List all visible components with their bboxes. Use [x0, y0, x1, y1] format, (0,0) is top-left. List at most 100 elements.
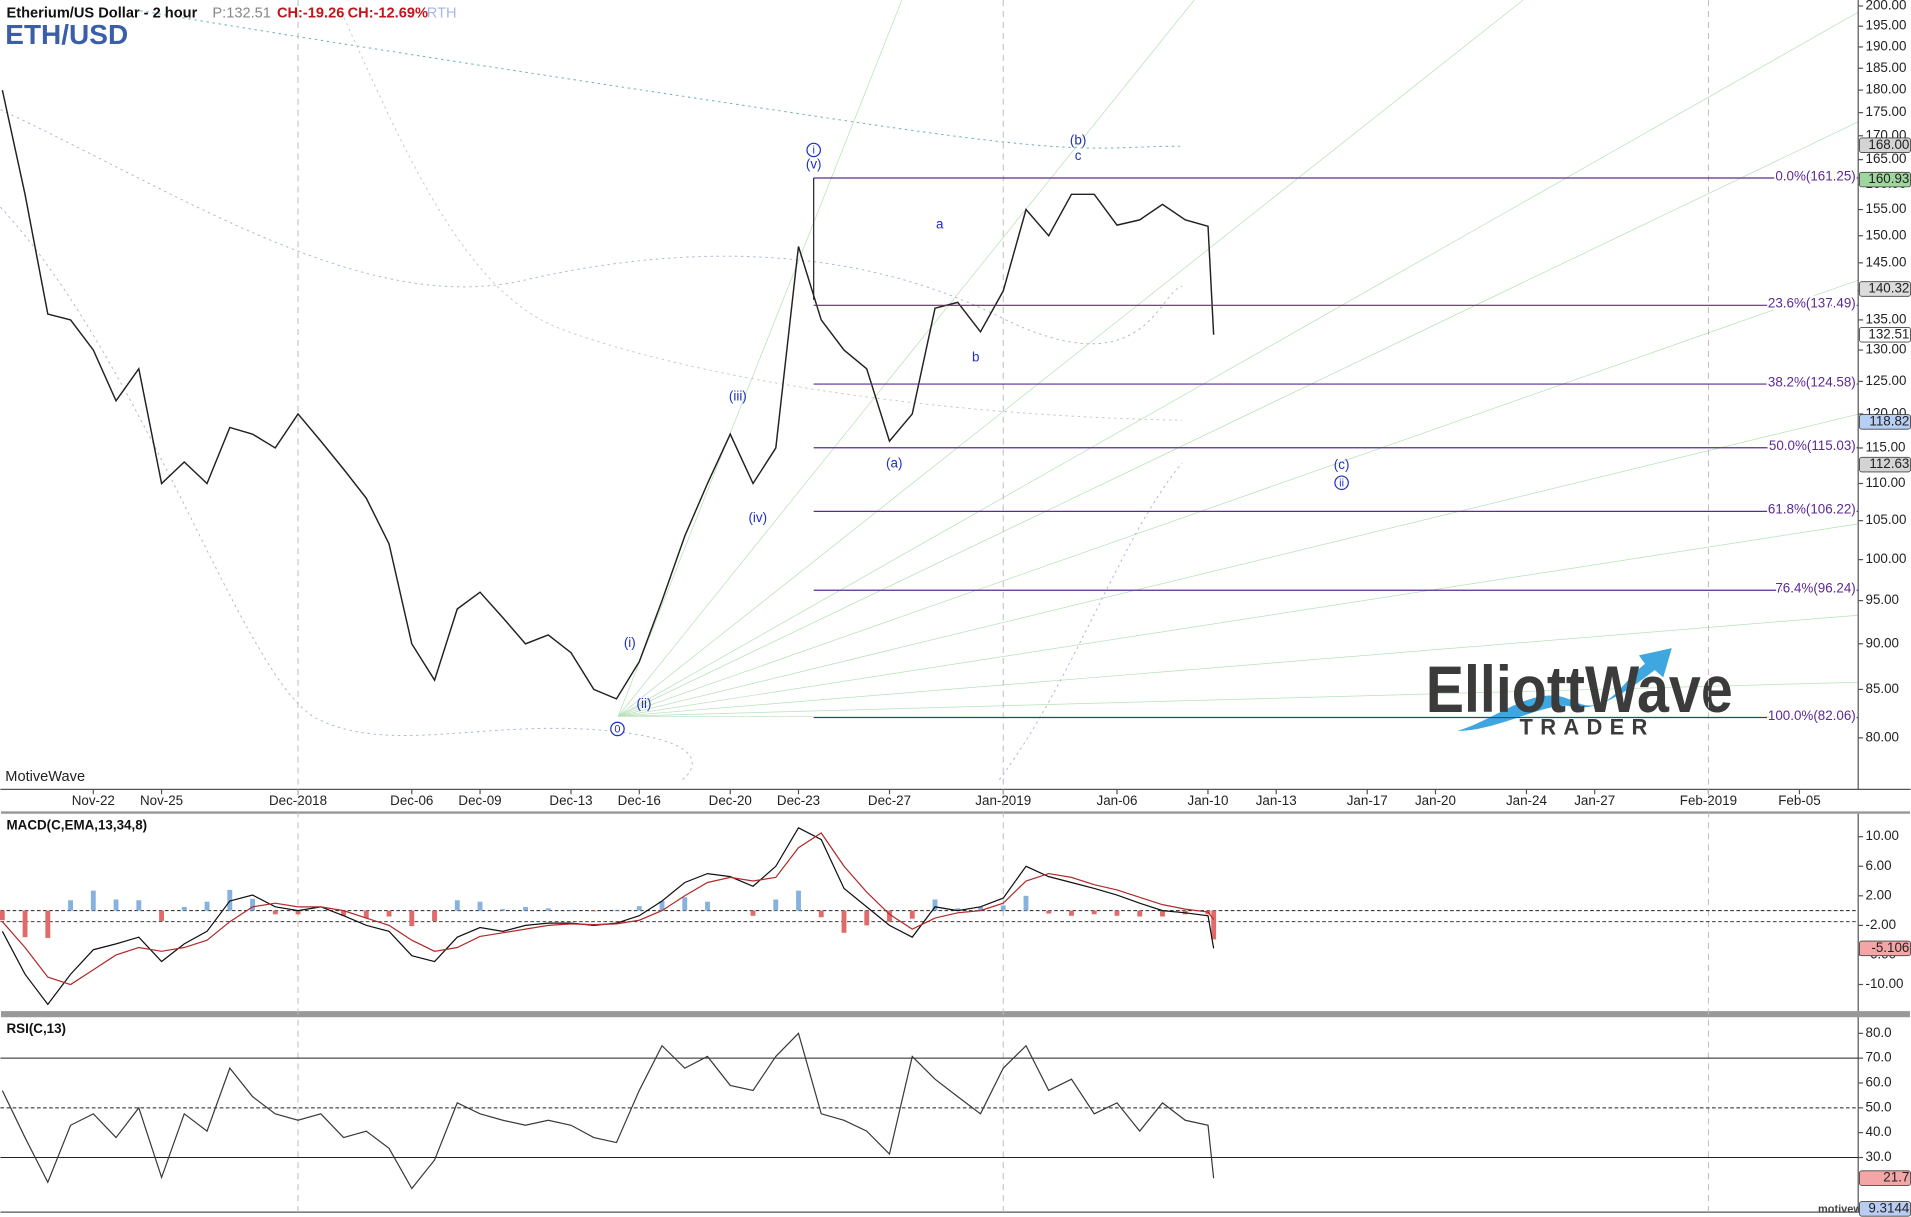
wave-label-circle	[610, 721, 625, 737]
histogram-bar	[682, 897, 688, 911]
x-tick-label: Jan-27	[1574, 793, 1615, 808]
x-tick-label: Jan-13	[1256, 793, 1297, 808]
histogram-bar	[591, 910, 597, 912]
y-tick-label: 190.00	[1866, 38, 1907, 53]
y-tick-label: 200.00	[1866, 0, 1907, 13]
histogram-bar	[750, 910, 756, 916]
x-tick-label: Jan-17	[1347, 793, 1388, 808]
histogram-bar	[1114, 910, 1120, 916]
price-marker-label: 160.93	[1868, 171, 1909, 186]
y-tick-label: 80.0	[1866, 1025, 1892, 1040]
histogram-bar	[341, 910, 346, 916]
watermark: MotiveWave	[5, 769, 85, 785]
histogram-bar	[1046, 910, 1052, 914]
histogram-bar	[636, 906, 642, 911]
y-tick-label: 60.0	[1866, 1075, 1892, 1090]
histogram-bar	[1000, 905, 1006, 911]
histogram-bar	[90, 890, 96, 911]
histogram-bar	[727, 909, 733, 911]
wave-label: (ii)	[637, 696, 652, 711]
y-tick-label: 165.00	[1866, 151, 1907, 166]
y-tick-label: 95.00	[1866, 592, 1900, 607]
rsi-line	[1, 1032, 1215, 1190]
histogram-bar	[545, 908, 551, 911]
histogram-bar	[159, 910, 164, 921]
histogram-bar	[614, 909, 619, 911]
x-tick-label: Dec-27	[868, 793, 911, 808]
macd-line	[1, 832, 1215, 986]
histogram-bar	[227, 889, 233, 911]
histogram-bar	[318, 910, 324, 912]
price-marker-label: 132.51	[1868, 326, 1909, 341]
x-tick-label: Dec-16	[618, 793, 661, 808]
y-tick-label: 175.00	[1866, 104, 1907, 119]
price-marker-label: 21.7	[1883, 1170, 1909, 1185]
x-tick-label: Dec-09	[458, 793, 501, 808]
wave-label-circle	[806, 142, 821, 158]
histogram-bar	[1211, 910, 1217, 940]
wave-label: (i)	[624, 635, 636, 650]
wave-label: (iii)	[729, 388, 747, 403]
y-tick-label: 105.00	[1866, 512, 1907, 527]
y-tick-label: 10.00	[1866, 828, 1900, 843]
y-tick-label: 6.00	[1866, 858, 1892, 873]
y-tick-label: 90.00	[1866, 635, 1900, 650]
y-tick-label: -2.00	[1866, 917, 1897, 932]
histogram-bar	[523, 906, 528, 911]
y-tick-label: 50.0	[1866, 1099, 1892, 1114]
histogram-bar	[68, 900, 73, 911]
quote-change: CH:-19.26	[277, 5, 344, 21]
x-tick-label: Feb-05	[1778, 793, 1820, 808]
bands	[0, 9, 1183, 781]
y-tick-label: 155.00	[1866, 201, 1907, 216]
price-marker-label: -5.106	[1871, 940, 1909, 955]
histogram-bar	[409, 910, 415, 927]
histogram-bar	[705, 901, 710, 911]
fib-label: 100.0%(82.06)	[1768, 708, 1856, 723]
fib-label: 61.8%(106.22)	[1768, 502, 1856, 517]
histogram-bar	[659, 900, 665, 911]
quote-price: P:132.51	[212, 5, 270, 21]
fib-label: 0.0%(161.25)	[1775, 168, 1855, 183]
histogram-bar	[272, 910, 278, 915]
logo: ElliottWave TRADER	[1426, 648, 1733, 739]
histogram-bar	[1091, 910, 1097, 915]
histogram-bar	[477, 901, 483, 911]
y-tick-label: 185.00	[1866, 60, 1907, 75]
fib-label: 50.0%(115.03)	[1769, 438, 1856, 453]
y-tick-label: -10.00	[1866, 976, 1904, 991]
y-tick-label: 30.0	[1866, 1149, 1892, 1164]
x-tick-label: Dec-20	[709, 793, 752, 808]
wave-label: i	[812, 145, 814, 157]
x-tick-label: Jan-24	[1506, 793, 1547, 808]
histogram-bar	[1023, 895, 1029, 911]
histogram-bar	[181, 906, 187, 911]
fib-label: 76.4%(96.24)	[1775, 581, 1855, 596]
histogram-bar	[500, 909, 506, 911]
quote-change-percent: CH:-12.69%	[348, 5, 428, 21]
wave-label: (v)	[806, 157, 822, 172]
histogram-bar	[932, 899, 938, 911]
wave-label: c	[1075, 148, 1082, 163]
wave-label: b	[972, 350, 979, 365]
histogram-bar	[818, 910, 824, 918]
y-tick-label: 150.00	[1866, 227, 1907, 242]
histogram-bar	[432, 910, 437, 921]
histogram-bar	[796, 890, 801, 911]
price-marker-label: 9.3144	[1868, 1200, 1910, 1215]
y-tick-label: 40.0	[1866, 1124, 1892, 1139]
wave-label: (iv)	[748, 510, 767, 525]
price-marker-label: 112.63	[1869, 456, 1909, 471]
x-tick-label: Nov-22	[72, 793, 115, 808]
logo-subtitle: TRADER	[1520, 714, 1655, 739]
wave-label: (a)	[886, 456, 902, 471]
histogram-bar	[773, 899, 779, 911]
logo-title: ElliottWave	[1426, 652, 1733, 726]
histogram-bar	[1160, 910, 1165, 917]
histogram-bar	[204, 901, 210, 911]
histogram-bar	[1069, 910, 1074, 916]
y-tick-label: 80.00	[1866, 729, 1900, 744]
